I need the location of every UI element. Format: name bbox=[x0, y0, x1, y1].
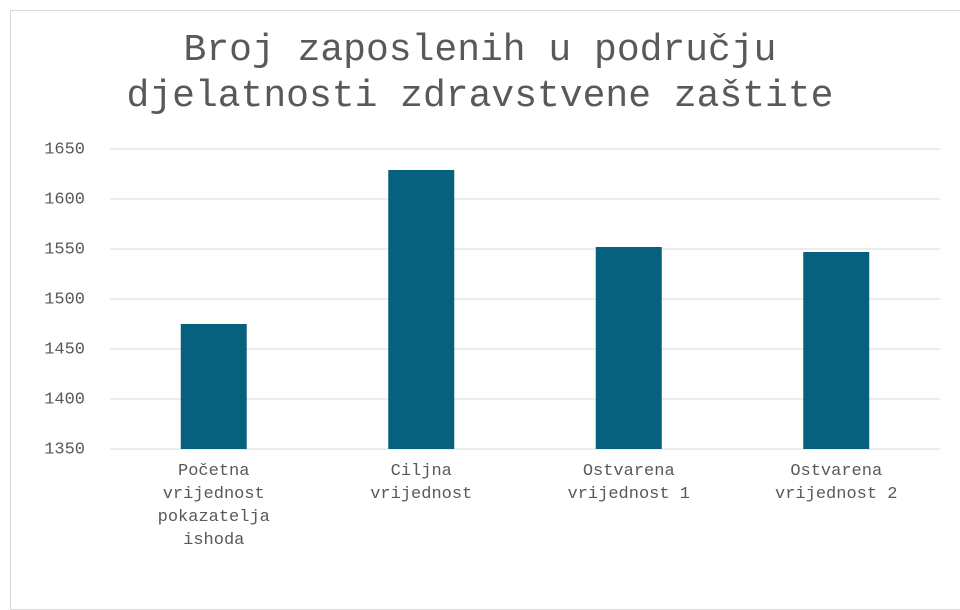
bar bbox=[595, 247, 662, 449]
bar bbox=[388, 170, 455, 449]
plot: 1350 1400 1450 1500 1550 1600 1650 bbox=[44, 140, 940, 459]
y-tick-label: 1500 bbox=[44, 290, 85, 309]
bar bbox=[180, 324, 247, 449]
x-tick-label: Početna vrijednost pokazatelja ishoda bbox=[157, 462, 270, 550]
y-tick-label: 1600 bbox=[44, 190, 85, 209]
y-tick-label: 1550 bbox=[44, 240, 85, 259]
x-tick-label: Ostvarena vrijednost 2 bbox=[775, 462, 898, 504]
y-tick-label: 1350 bbox=[44, 440, 85, 459]
x-tick-label: Ostvarena vrijednost 1 bbox=[567, 462, 690, 504]
chart-title: Broj zaposlenih u području djelatnosti z… bbox=[126, 29, 834, 118]
y-tick-label: 1450 bbox=[44, 340, 85, 359]
y-tick-label: 1400 bbox=[44, 390, 85, 409]
bar bbox=[803, 252, 870, 449]
y-tick-label: 1650 bbox=[44, 140, 85, 159]
x-tick-label: Ciljna vrijednost bbox=[370, 462, 473, 504]
chart: Broj zaposlenih u području djelatnosti z… bbox=[10, 10, 960, 610]
